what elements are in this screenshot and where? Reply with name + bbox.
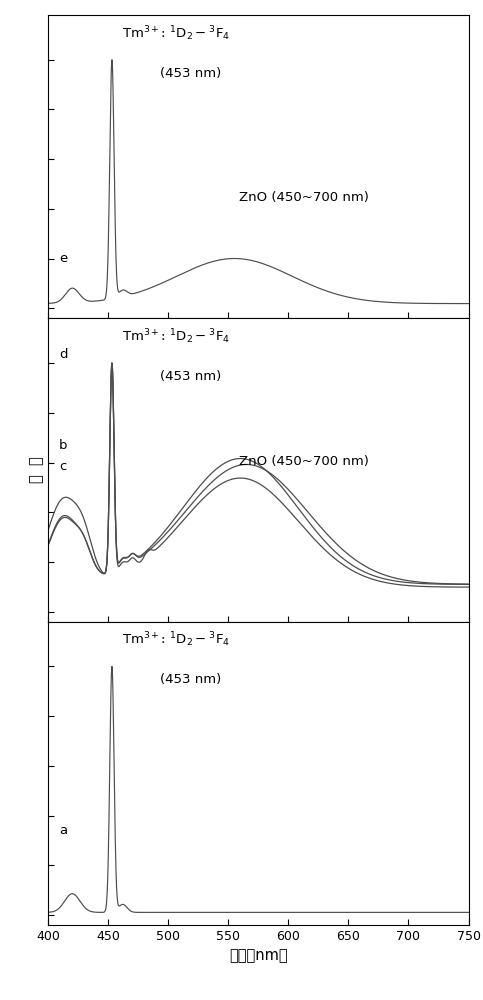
Text: d: d xyxy=(59,348,67,361)
Text: $\rm Tm^{3+}$: $\rm ^1D_2$$\rm -$$\rm ^3F_4$: $\rm Tm^{3+}$: $\rm ^1D_2$$\rm -$$\rm ^3… xyxy=(122,631,230,649)
Text: e: e xyxy=(59,252,67,265)
Text: $\rm Tm^{3+}$: $\rm ^1D_2$$\rm -$$\rm ^3F_4$: $\rm Tm^{3+}$: $\rm ^1D_2$$\rm -$$\rm ^3… xyxy=(122,24,230,43)
Text: (453 nm): (453 nm) xyxy=(160,673,221,686)
Text: (453 nm): (453 nm) xyxy=(160,67,221,80)
Y-axis label: 强  度: 强 度 xyxy=(29,457,44,483)
Text: ZnO (450~700 nm): ZnO (450~700 nm) xyxy=(240,191,369,204)
Text: ZnO (450~700 nm): ZnO (450~700 nm) xyxy=(240,455,369,468)
Text: $\rm Tm^{3+}$: $\rm ^1D_2$$\rm -$$\rm ^3F_4$: $\rm Tm^{3+}$: $\rm ^1D_2$$\rm -$$\rm ^3… xyxy=(122,327,230,346)
Text: c: c xyxy=(59,460,66,473)
Text: a: a xyxy=(59,824,67,837)
Text: (453 nm): (453 nm) xyxy=(160,370,221,383)
Text: b: b xyxy=(59,439,67,452)
X-axis label: 波长（nm）: 波长（nm） xyxy=(229,948,288,963)
